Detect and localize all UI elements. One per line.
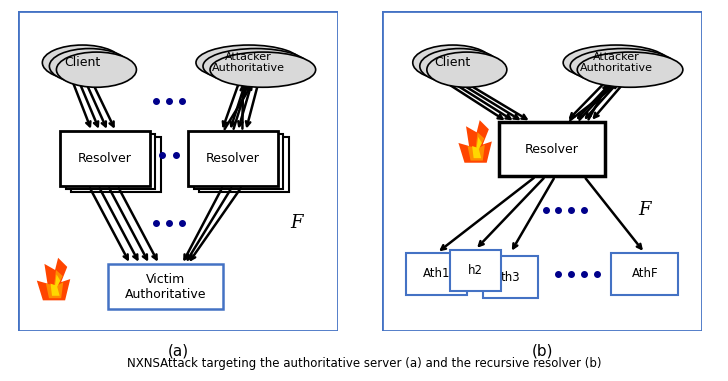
Bar [199, 137, 289, 192]
Bar [406, 253, 467, 295]
Text: AthF: AthF [631, 267, 658, 280]
Bar [60, 131, 149, 186]
Bar [71, 137, 161, 192]
Text: Resolver: Resolver [78, 152, 132, 165]
FancyBboxPatch shape [382, 11, 703, 331]
Ellipse shape [413, 45, 493, 80]
Bar [499, 122, 605, 176]
Text: (b): (b) [531, 343, 553, 358]
Bar [450, 250, 501, 291]
Text: Client: Client [64, 56, 100, 69]
Text: Resolver: Resolver [206, 152, 260, 165]
Text: (a): (a) [167, 343, 189, 358]
Ellipse shape [420, 48, 500, 84]
Text: Attacker
Authoritative: Attacker Authoritative [579, 52, 652, 74]
Ellipse shape [42, 45, 122, 80]
Text: F: F [290, 214, 303, 232]
Ellipse shape [210, 52, 316, 87]
Text: Ath1: Ath1 [423, 267, 451, 280]
Ellipse shape [577, 52, 683, 87]
Text: th3: th3 [501, 271, 521, 283]
Polygon shape [37, 258, 71, 300]
Text: h2: h2 [467, 264, 483, 277]
Ellipse shape [427, 52, 507, 87]
Bar [188, 131, 277, 186]
Text: Attacker
Authoritative: Attacker Authoritative [213, 52, 285, 74]
Text: Client: Client [435, 56, 471, 69]
Bar [612, 253, 678, 295]
Bar [66, 134, 155, 189]
Polygon shape [459, 120, 492, 163]
Text: F: F [638, 201, 651, 219]
Bar [108, 264, 223, 309]
Text: Resolver: Resolver [525, 142, 579, 155]
Ellipse shape [196, 45, 301, 80]
Ellipse shape [57, 52, 136, 87]
Ellipse shape [50, 48, 130, 84]
Ellipse shape [203, 48, 309, 84]
Polygon shape [467, 132, 485, 161]
Polygon shape [46, 270, 63, 298]
Text: Victim
Authoritative: Victim Authoritative [124, 273, 206, 301]
Polygon shape [472, 137, 482, 158]
FancyBboxPatch shape [18, 11, 339, 331]
Text: NXNSAttack targeting the authoritative server (a) and the recursive resolver (b): NXNSAttack targeting the authoritative s… [127, 357, 601, 370]
Ellipse shape [563, 45, 669, 80]
Bar [194, 134, 283, 189]
Bar [483, 256, 537, 298]
Ellipse shape [570, 48, 676, 84]
Polygon shape [50, 274, 60, 296]
